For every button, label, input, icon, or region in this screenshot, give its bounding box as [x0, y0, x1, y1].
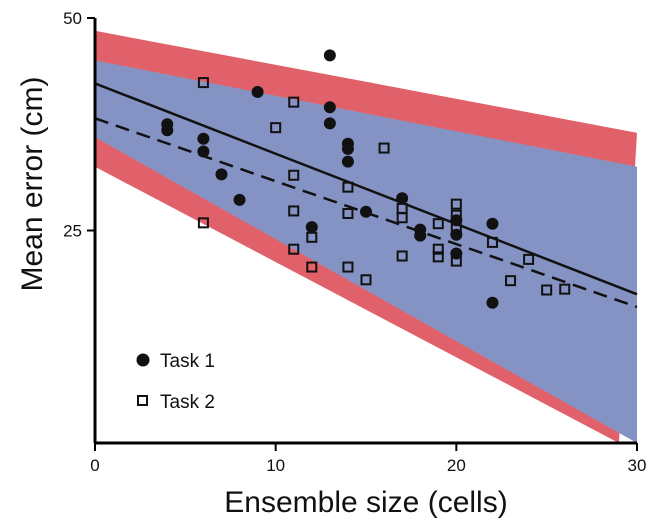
axes: 0 10 20 30 25 50: [63, 9, 646, 475]
task2-point: [505, 275, 517, 287]
task2-point: [396, 250, 408, 262]
task2-point: [288, 205, 300, 217]
x-axis-label: Ensemble size (cells): [224, 486, 507, 519]
task2-point: [197, 77, 209, 89]
task1-point: [251, 85, 264, 98]
task2-point: [342, 261, 354, 273]
task2-point: [342, 181, 354, 193]
task1-point: [486, 217, 499, 230]
task2-point: [270, 122, 282, 134]
x-tick-label: 20: [447, 456, 466, 475]
task1-point: [360, 205, 372, 218]
task2-point: [523, 253, 535, 265]
task1-point: [233, 193, 246, 206]
task2-point: [559, 283, 571, 295]
task2-point: [450, 223, 462, 235]
task1-point: [215, 168, 228, 181]
data-points: [161, 49, 571, 309]
task2-point: [396, 212, 408, 224]
task1-point: [323, 117, 336, 130]
task2-point: [342, 208, 354, 219]
task1-point: [450, 228, 463, 241]
task1-point: [161, 124, 174, 137]
task1-point: [341, 142, 354, 155]
task1-point: [305, 221, 318, 234]
task2-point: [288, 243, 300, 255]
task2-point: [432, 243, 444, 255]
y-tick-label: 25: [63, 222, 82, 241]
task2-point: [486, 236, 498, 248]
task2-point: [378, 142, 390, 154]
confidence-bands: [95, 30, 637, 444]
task2-point: [306, 231, 318, 243]
task2-point: [288, 169, 300, 181]
x-tick-label: 30: [628, 456, 647, 475]
task1-point: [396, 192, 409, 205]
task2-legend-marker: [137, 395, 148, 406]
task2-point: [432, 251, 444, 263]
y-axis-label: Mean error (cm): [16, 76, 49, 291]
task1-point: [197, 132, 210, 145]
task2-point: [360, 274, 372, 286]
y-tick-label: 50: [63, 9, 82, 28]
task1-legend-label: Task 1: [160, 351, 215, 372]
y-axis-ticks: 25 50: [63, 9, 95, 241]
task1-point: [323, 49, 336, 62]
task2-point: [288, 96, 300, 108]
task1-legend-marker: [136, 353, 150, 367]
task2-point: [197, 217, 209, 229]
task2-point: [306, 261, 318, 273]
task2-point: [450, 255, 462, 267]
task2-legend-label: Task 2: [160, 392, 215, 413]
task2-point: [541, 284, 553, 296]
task1-point: [323, 101, 336, 114]
x-tick-label: 10: [266, 456, 285, 475]
task2-point: [450, 209, 462, 221]
task1-point: [341, 155, 354, 168]
legend: Task 1 Task 2: [136, 351, 215, 413]
x-tick-label: 0: [90, 456, 99, 475]
task1-point: [486, 296, 499, 309]
task1-fit-line: [94, 82, 638, 296]
task2-point: [450, 198, 462, 210]
band-overlap: [95, 60, 637, 443]
task1-point: [414, 229, 427, 242]
task2-point: [432, 218, 444, 230]
task1-point: [197, 145, 210, 158]
x-axis-ticks: 0 10 20 30: [90, 443, 646, 475]
